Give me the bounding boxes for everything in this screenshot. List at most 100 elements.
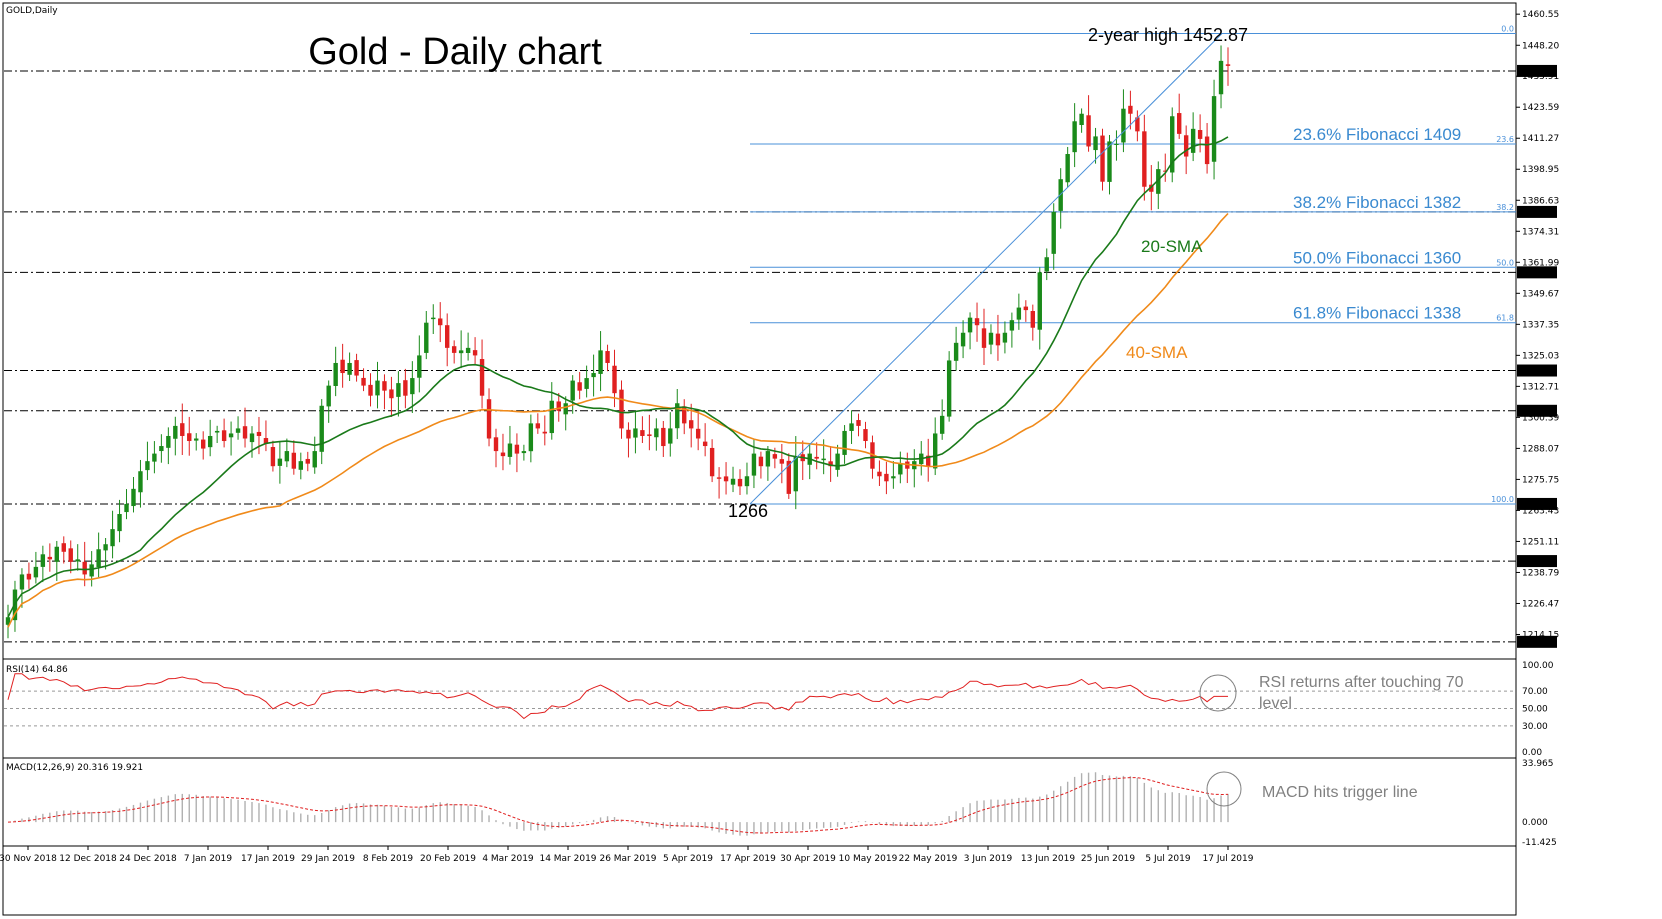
candle-body	[131, 488, 136, 507]
chart-title: Gold - Daily chart	[308, 31, 602, 73]
candle-body	[563, 403, 568, 415]
candle-body	[1072, 121, 1077, 153]
candle-body	[960, 332, 966, 347]
candle-body	[758, 456, 764, 467]
candle-body	[472, 350, 478, 356]
candle-body	[445, 325, 450, 348]
price-tick-label: 1288.07	[1522, 444, 1559, 454]
candle-body	[493, 437, 499, 452]
fib-trendline	[749, 33, 1223, 505]
candle-body	[1009, 320, 1015, 331]
macd-tick-label: 0.000	[1522, 818, 1548, 828]
rsi-tick-label: 70.00	[1522, 687, 1548, 697]
time-tick-label: 24 Dec 2018	[119, 854, 177, 864]
candle-body	[305, 458, 310, 464]
candle-body	[1051, 211, 1056, 254]
level-box-label: 1243.31	[1520, 557, 1557, 567]
time-tick-label: 12 Dec 2018	[59, 854, 117, 864]
candle-body	[47, 556, 53, 560]
candle-body	[661, 427, 666, 447]
candle-body	[1211, 96, 1217, 162]
time-tick-label: 3 Jun 2019	[964, 854, 1013, 864]
candle-body	[974, 318, 980, 326]
candle-body	[214, 430, 220, 433]
rsi-label: RSI(14) 64.86	[6, 665, 68, 675]
macd-histogram	[14, 772, 1229, 836]
candle-body	[500, 452, 506, 457]
candle-body	[988, 332, 994, 345]
level-box-label: 1438.00	[1520, 67, 1557, 77]
candle-body	[235, 428, 241, 433]
time-tick-label: 13 Jun 2019	[1021, 854, 1075, 864]
candle-body	[138, 471, 143, 493]
price-tick-label: 1275.75	[1522, 475, 1559, 485]
candle-body	[103, 544, 108, 551]
candle-body	[1023, 306, 1029, 311]
candle-body	[514, 444, 520, 454]
candle-body	[723, 476, 729, 482]
candle-body	[270, 447, 276, 467]
candle-body	[877, 471, 882, 477]
price-tick-label: 1411.27	[1522, 134, 1559, 144]
candle-body	[995, 333, 1001, 346]
macd-signal-line	[7, 777, 1229, 834]
candle-body	[403, 380, 408, 396]
low-1266-label: 1266	[728, 501, 768, 521]
level-box-label: 1303.00	[1520, 407, 1557, 417]
price-tick-label: 1214.15	[1522, 630, 1559, 640]
sma40-label: 40-SMA	[1126, 343, 1188, 362]
candle-body	[354, 360, 359, 376]
price-tick-label: 1300.39	[1522, 413, 1559, 423]
candle-body	[953, 342, 959, 361]
candle-body	[61, 543, 66, 552]
fib-pct-label: 61.8	[1496, 314, 1514, 323]
time-tick-label: 22 May 2019	[899, 854, 958, 864]
candle-body	[361, 377, 366, 386]
candle-body	[117, 514, 122, 532]
candle-body	[1030, 311, 1035, 328]
candle-body	[716, 477, 722, 479]
macd-tick-label: -11.425	[1522, 838, 1557, 848]
candle-body	[249, 433, 255, 443]
candle-body	[1163, 170, 1168, 172]
price-tick-label: 1238.79	[1522, 568, 1559, 578]
candle-body	[591, 373, 596, 378]
candle-body	[451, 346, 457, 353]
price-tick-label: 1386.63	[1522, 196, 1559, 206]
price-tick-label: 1251.11	[1522, 537, 1559, 547]
rsi-tick-label: 0.00	[1522, 748, 1542, 758]
fibonacci-levels: 0.0 23.6 23.6% Fibonacci 1409 38.2 38.2% Fib…	[750, 25, 1516, 505]
candle-body	[382, 381, 387, 391]
chart-frame	[2, 2, 1517, 916]
candle-body	[166, 435, 171, 448]
candle-body	[256, 431, 262, 436]
rsi-tick-label: 30.00	[1522, 722, 1548, 732]
price-tick-label: 1374.31	[1522, 227, 1559, 237]
candle-body	[640, 430, 645, 436]
candle-body	[1225, 64, 1231, 66]
candle-body	[772, 454, 778, 459]
candle-body	[939, 415, 945, 434]
candle-body	[82, 561, 87, 575]
candle-body	[424, 322, 429, 353]
candle-body	[431, 317, 436, 320]
candle-body	[926, 455, 931, 467]
candle-body	[152, 453, 157, 462]
candle-body	[570, 380, 575, 401]
candle-body	[1114, 143, 1119, 145]
candle-body	[542, 431, 547, 434]
candle-body	[159, 446, 164, 452]
candle-body	[779, 459, 785, 464]
candle-body	[1100, 135, 1105, 182]
level-box	[1517, 266, 1557, 279]
candle-body	[54, 546, 59, 562]
candle-body	[1093, 136, 1098, 151]
time-tick-label: 5 Apr 2019	[663, 854, 713, 864]
candle-body	[584, 378, 589, 389]
level-box	[1517, 364, 1557, 377]
candle-body	[263, 438, 269, 444]
candle-body	[298, 461, 303, 470]
candle-body	[284, 451, 290, 462]
candle-body	[68, 548, 73, 562]
